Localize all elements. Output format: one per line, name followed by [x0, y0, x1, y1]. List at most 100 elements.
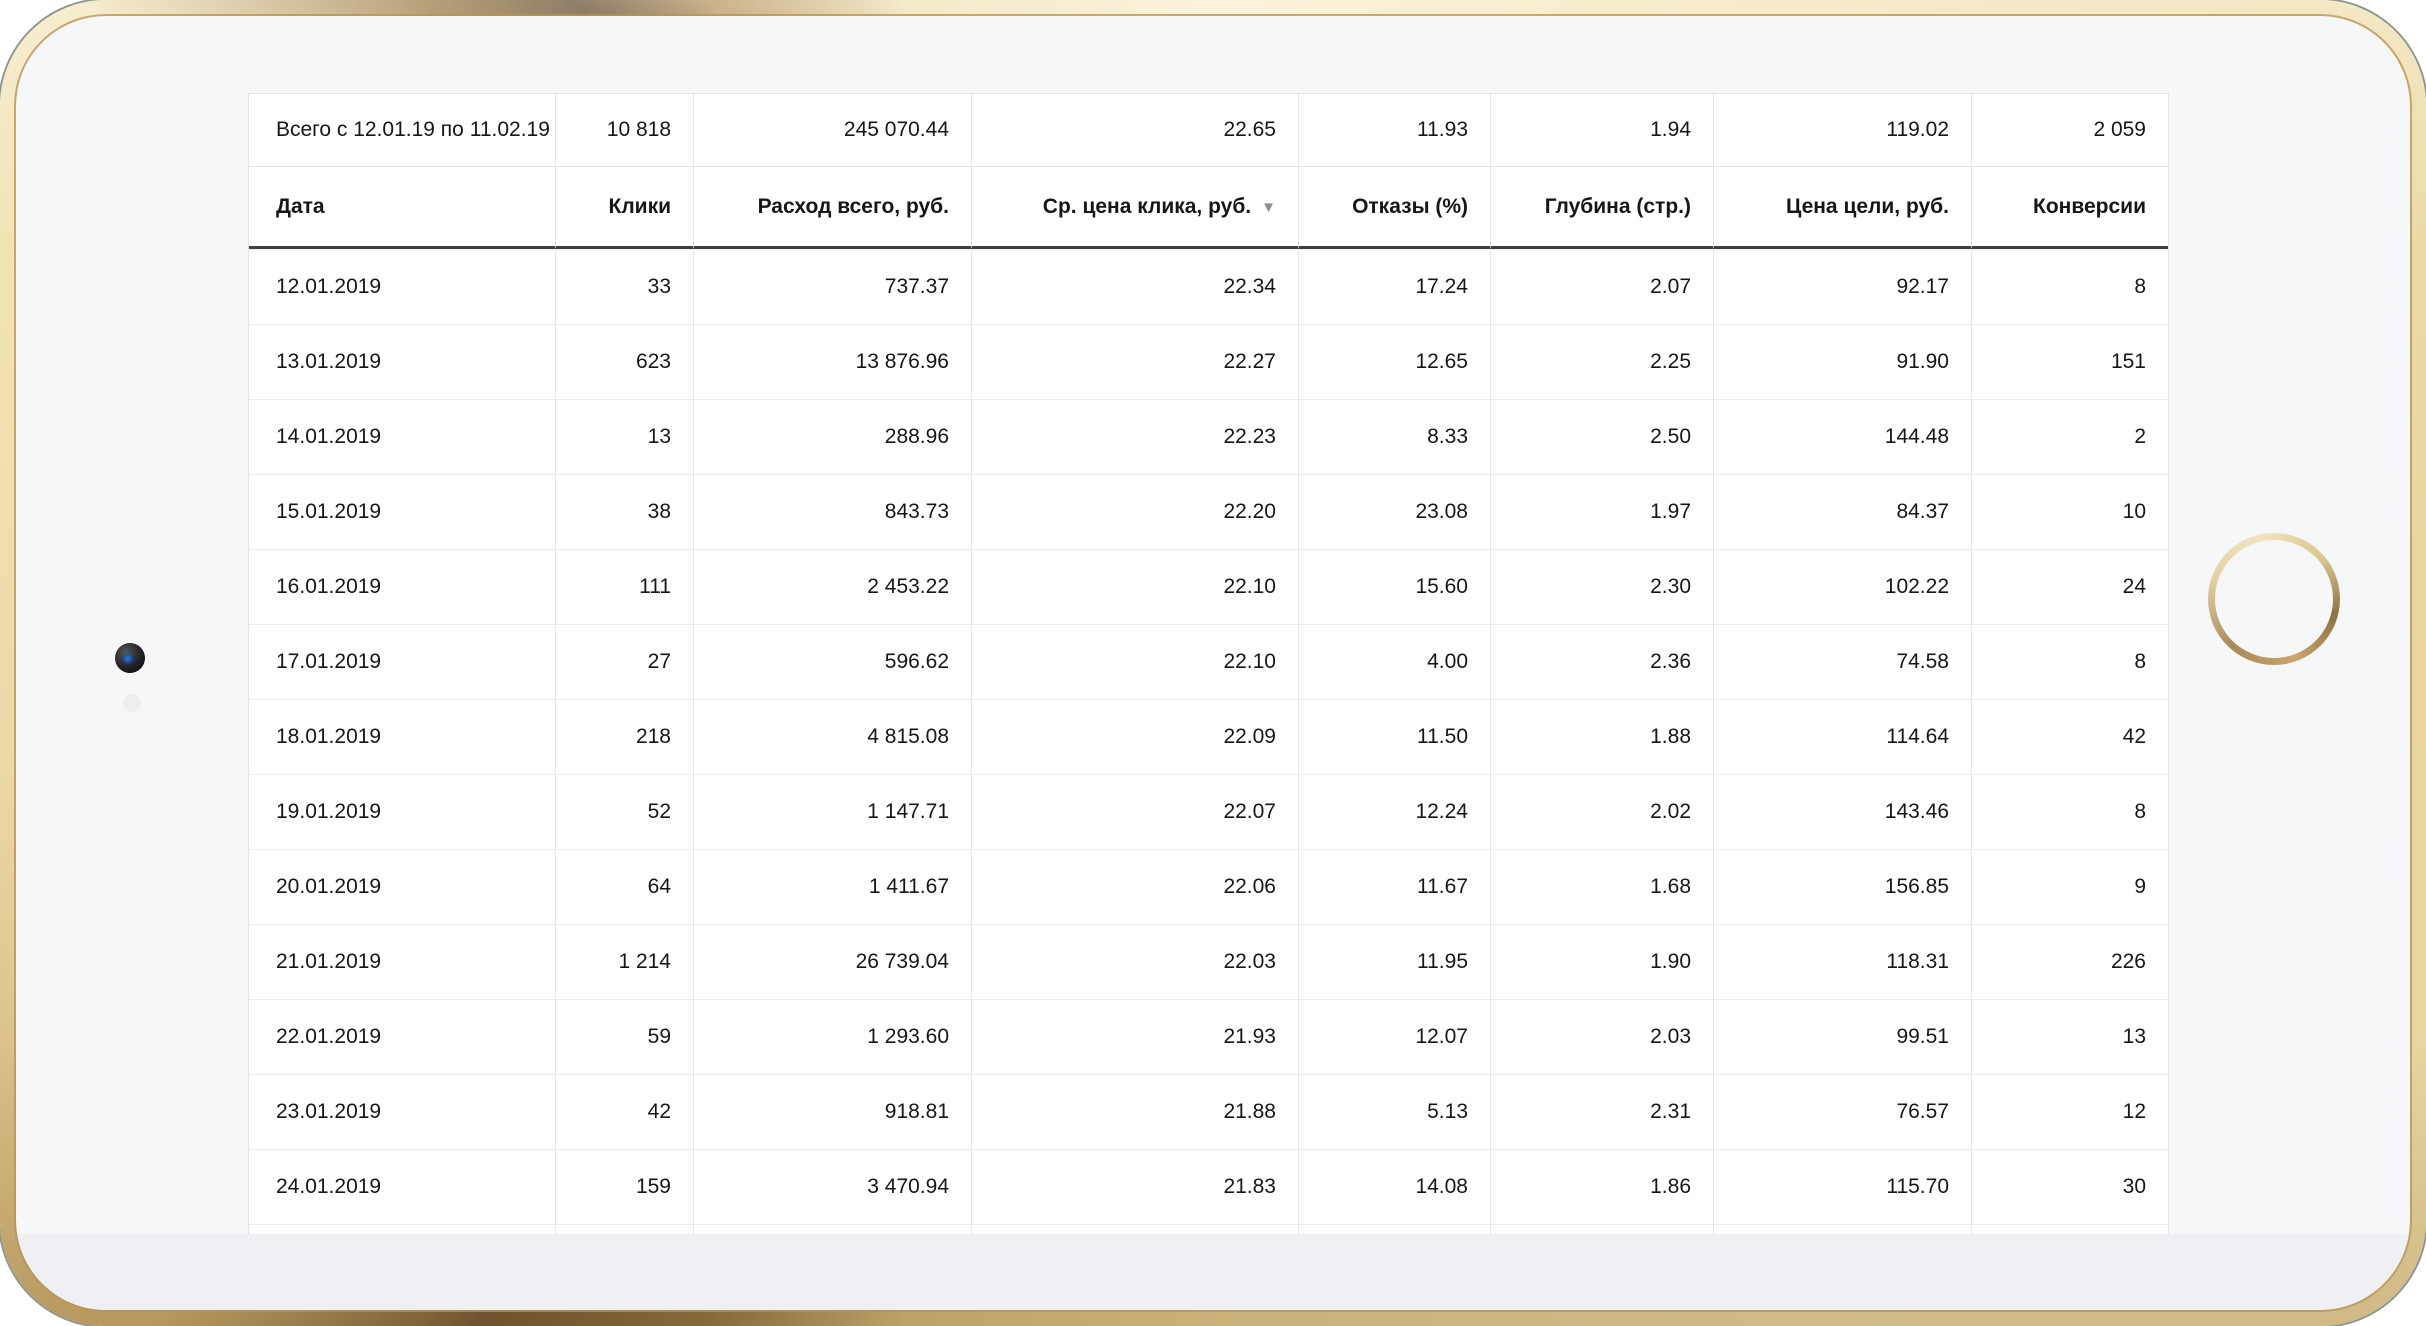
value-cell: 12.24 — [1298, 774, 1490, 849]
date-cell: 16.01.2019 — [249, 549, 555, 624]
col-header-clicks[interactable]: Клики — [555, 167, 693, 249]
value-cell: 151 — [1971, 324, 2168, 399]
value-cell: 59 — [555, 999, 693, 1074]
table-row: 16.01.2019 111 2 453.22 22.10 15.60 2.30 102.2… — [249, 549, 2168, 624]
value-cell: 64 — [555, 849, 693, 924]
summary-bounce-rate: 11.93 — [1298, 94, 1490, 166]
value-cell: 8 — [1971, 624, 2168, 699]
value-cell: 2.03 — [1490, 999, 1713, 1074]
date-cell: 17.01.2019 — [249, 624, 555, 699]
date-cell: 14.01.2019 — [249, 399, 555, 474]
value-cell: 52 — [555, 774, 693, 849]
value-cell: 1 411.67 — [693, 849, 971, 924]
value-cell: 1.90 — [1490, 924, 1713, 999]
date-cell: 22.01.2019 — [249, 999, 555, 1074]
value-cell: 1 214 — [555, 924, 693, 999]
value-cell: 2.25 — [1490, 324, 1713, 399]
summary-conversions: 2 059 — [1971, 94, 2168, 166]
value-cell: 5.13 — [1298, 1074, 1490, 1149]
col-header-depth[interactable]: Глубина (стр.) — [1490, 167, 1713, 249]
value-cell: 76.57 — [1713, 1074, 1971, 1149]
value-cell: 22.20 — [971, 474, 1298, 549]
value-cell: 2 453.22 — [693, 549, 971, 624]
value-cell: 8 — [1971, 249, 2168, 324]
value-cell: 918.81 — [693, 1074, 971, 1149]
date-cell: 19.01.2019 — [249, 774, 555, 849]
value-cell: 42 — [555, 1074, 693, 1149]
date-cell: 20.01.2019 — [249, 849, 555, 924]
value-cell: 1.86 — [1490, 1149, 1713, 1224]
value-cell: 21.88 — [971, 1074, 1298, 1149]
value-cell: 2 — [1971, 399, 2168, 474]
date-cell: 15.01.2019 — [249, 474, 555, 549]
home-button[interactable] — [2208, 533, 2340, 665]
value-cell: 22.09 — [971, 699, 1298, 774]
table-row: 19.01.2019 52 1 147.71 22.07 12.24 2.02 143.46… — [249, 774, 2168, 849]
table-row: 18.01.2019 218 4 815.08 22.09 11.50 1.88 114.6… — [249, 699, 2168, 774]
col-header-conversions[interactable]: Конверсии — [1971, 167, 2168, 249]
value-cell: 22.23 — [971, 399, 1298, 474]
stats-table: Всего с 12.01.19 по 11.02.19 10 818 245 … — [248, 93, 2169, 1236]
value-cell: 12.65 — [1298, 324, 1490, 399]
value-cell: 843.73 — [693, 474, 971, 549]
table-row: 23.01.2019 42 918.81 21.88 5.13 2.31 76.57 12 — [249, 1074, 2168, 1149]
date-cell: 24.01.2019 — [249, 1149, 555, 1224]
table-row: 13.01.2019 623 13 876.96 22.27 12.65 2.25 91.9… — [249, 324, 2168, 399]
value-cell: 115.70 — [1713, 1149, 1971, 1224]
table-row: 20.01.2019 64 1 411.67 22.06 11.67 1.68 156.85… — [249, 849, 2168, 924]
value-cell: 27 — [555, 624, 693, 699]
value-cell: 22.10 — [971, 549, 1298, 624]
date-cell: 21.01.2019 — [249, 924, 555, 999]
col-header-total-cost[interactable]: Расход всего, руб. — [693, 167, 971, 249]
col-header-bounce-rate[interactable]: Отказы (%) — [1298, 167, 1490, 249]
value-cell: 144.48 — [1713, 399, 1971, 474]
value-cell: 22.06 — [971, 849, 1298, 924]
clipped-cell — [1490, 1224, 1713, 1236]
value-cell: 218 — [555, 699, 693, 774]
summary-total-cost: 245 070.44 — [693, 94, 971, 166]
front-camera-icon — [115, 643, 145, 673]
value-cell: 159 — [555, 1149, 693, 1224]
col-header-avg-cpc[interactable]: Ср. цена клика, руб. ▼ — [971, 167, 1298, 249]
clipped-cell — [1971, 1224, 2168, 1236]
date-cell: 12.01.2019 — [249, 249, 555, 324]
header-row: Дата Клики Расход всего, руб. Ср. цена к… — [249, 166, 2168, 249]
value-cell: 9 — [1971, 849, 2168, 924]
clipped-cell — [971, 1224, 1298, 1236]
value-cell: 118.31 — [1713, 924, 1971, 999]
date-cell: 13.01.2019 — [249, 324, 555, 399]
summary-clicks: 10 818 — [555, 94, 693, 166]
col-header-goal-cost[interactable]: Цена цели, руб. — [1713, 167, 1971, 249]
table-row: 24.01.2019 159 3 470.94 21.83 14.08 1.86 115.7… — [249, 1149, 2168, 1224]
value-cell: 74.58 — [1713, 624, 1971, 699]
value-cell: 102.22 — [1713, 549, 1971, 624]
value-cell: 2.07 — [1490, 249, 1713, 324]
value-cell: 84.37 — [1713, 474, 1971, 549]
col-header-date[interactable]: Дата — [249, 167, 555, 249]
value-cell: 13 — [1971, 999, 2168, 1074]
value-cell: 4.00 — [1298, 624, 1490, 699]
value-cell: 14.08 — [1298, 1149, 1490, 1224]
summary-row: Всего с 12.01.19 по 11.02.19 10 818 245 … — [249, 94, 2168, 166]
clipped-cell — [555, 1224, 693, 1236]
value-cell: 114.64 — [1713, 699, 1971, 774]
value-cell: 596.62 — [693, 624, 971, 699]
value-cell: 1.68 — [1490, 849, 1713, 924]
value-cell: 1 147.71 — [693, 774, 971, 849]
value-cell: 30 — [1971, 1149, 2168, 1224]
col-header-avg-cpc-label: Ср. цена клика, руб. — [1042, 194, 1252, 218]
summary-depth: 1.94 — [1490, 94, 1713, 166]
value-cell: 8 — [1971, 774, 2168, 849]
screen: Всего с 12.01.19 по 11.02.19 10 818 245 … — [16, 16, 2410, 1310]
value-cell: 156.85 — [1713, 849, 1971, 924]
value-cell: 2.30 — [1490, 549, 1713, 624]
value-cell: 1 293.60 — [693, 999, 971, 1074]
table-row: 12.01.2019 33 737.37 22.34 17.24 2.07 92.17 8 — [249, 249, 2168, 324]
value-cell: 288.96 — [693, 399, 971, 474]
clipped-cell — [1298, 1224, 1490, 1236]
value-cell: 24 — [1971, 549, 2168, 624]
value-cell: 2.50 — [1490, 399, 1713, 474]
table-row: 21.01.2019 1 214 26 739.04 22.03 11.95 1.90 11… — [249, 924, 2168, 999]
summary-goal-cost: 119.02 — [1713, 94, 1971, 166]
